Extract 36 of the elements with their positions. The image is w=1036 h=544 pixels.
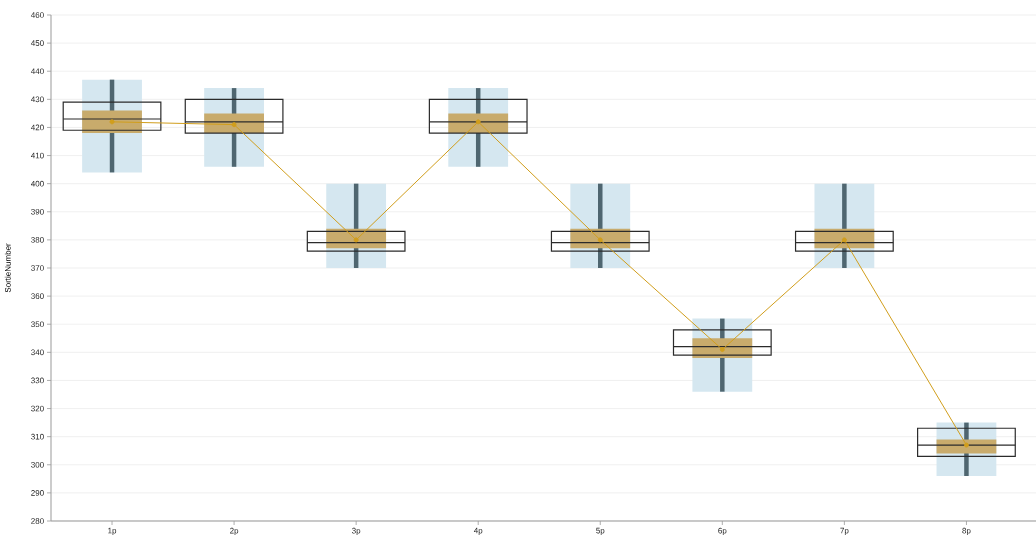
point [597, 237, 603, 243]
y-tick-label: 320 [31, 405, 44, 412]
y-tick-label: 300 [31, 461, 44, 468]
point [475, 119, 481, 125]
x-tick-label: 7p [840, 527, 849, 536]
y-tick-label: 350 [31, 321, 44, 328]
point [109, 119, 115, 125]
point [353, 237, 359, 243]
y-tick-label: 390 [31, 208, 44, 215]
x-tick-label: 8p [962, 527, 971, 536]
y-tick-label: 310 [31, 433, 44, 440]
y-axis-title: SortieNumber [4, 243, 11, 293]
x-tick-label: 1p [108, 527, 117, 536]
point [841, 237, 847, 243]
y-tick-label: 450 [30, 40, 44, 46]
y-tick-label: 360 [31, 293, 44, 299]
x-tick-label: 4p [473, 527, 483, 536]
x-tick-label: 5p [596, 527, 605, 536]
point [963, 442, 969, 448]
y-tick-label: 340 [31, 349, 44, 356]
y-tick-label: 440 [30, 68, 44, 75]
y-tick-label: 380 [31, 237, 44, 243]
point [719, 347, 725, 353]
y-tick-label: 460 [30, 12, 44, 18]
y-tick-label: 420 [30, 124, 44, 131]
y-tick-label: 430 [30, 96, 44, 103]
y-tick-label: 370 [31, 265, 44, 271]
y-tick-label: 410 [30, 152, 44, 159]
y-tick-label: 400 [30, 180, 44, 187]
x-tick-label: 3p [352, 527, 361, 536]
x-tick-label: 2p [230, 527, 239, 536]
x-tick-label: 6p [718, 527, 727, 536]
y-tick-label: 330 [31, 377, 44, 384]
y-tick-label: 280 [31, 518, 44, 524]
point [231, 122, 237, 128]
y-tick-label: 290 [31, 490, 44, 496]
